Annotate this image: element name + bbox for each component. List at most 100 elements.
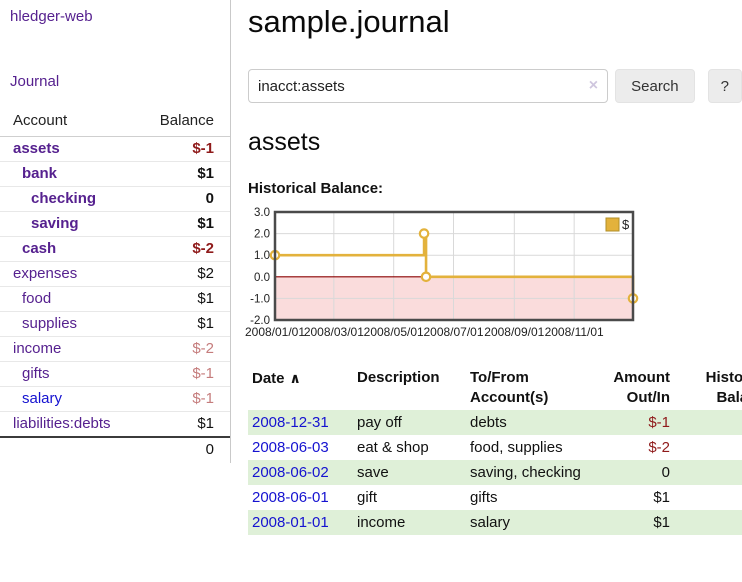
sidebar-account-row: cash $-2 <box>0 237 230 262</box>
transaction-amount: 0 <box>661 464 670 481</box>
transaction-accounts: salary <box>470 514 511 531</box>
sidebar-account-row: gifts $-1 <box>0 362 230 387</box>
register-row: 2008-01-01 income salary $1$1 <box>248 510 742 535</box>
sidebar: hledger-web Journal Account Balance asse… <box>0 0 231 463</box>
svg-text:-2.0: -2.0 <box>250 315 270 327</box>
sidebar-account-link[interactable]: liabilities:debts <box>13 415 111 432</box>
transaction-amount: $1 <box>653 489 670 506</box>
svg-text:0.0: 0.0 <box>254 272 270 284</box>
sidebar-account-balance: $2 <box>197 265 214 282</box>
transaction-balance: $1 <box>674 510 742 535</box>
page-title: sample.journal <box>248 4 450 39</box>
register-header-row: Date ∧ Description To/From Account(s) Amo… <box>248 366 742 410</box>
column-header-balance: Historical Balance <box>705 369 742 406</box>
transaction-description: eat & shop <box>357 439 429 456</box>
chart-title: Historical Balance: <box>248 180 384 197</box>
transaction-balance: 0 <box>674 435 742 460</box>
sidebar-account-link[interactable]: salary <box>22 390 63 407</box>
sidebar-account-link[interactable]: food <box>22 290 52 307</box>
search-bar: × Search ? <box>248 69 742 103</box>
sidebar-account-link[interactable]: assets <box>13 140 60 157</box>
transaction-description: income <box>357 514 406 531</box>
sidebar-account-balance: $1 <box>197 165 214 182</box>
svg-text:3.0: 3.0 <box>254 207 270 219</box>
sidebar-account-row: liabilities:debts $1 <box>0 412 230 438</box>
sidebar-account-link[interactable]: supplies <box>22 315 78 332</box>
accounts-total: 0 <box>205 441 214 458</box>
sidebar-account-row: salary $-1 <box>0 387 230 412</box>
transaction-date-cell: 2008-06-02 <box>248 460 353 485</box>
transaction-accounts: saving, checking <box>470 464 581 481</box>
main-content: sample.journal × Search ? assets Histori… <box>245 0 742 535</box>
search-button[interactable]: Search <box>615 69 695 103</box>
sidebar-account-balance: $1 <box>197 215 214 232</box>
accounts-column-balance: Balance <box>159 112 214 129</box>
chart-legend: $ <box>605 217 630 232</box>
sidebar-account-row: income $-2 <box>0 337 230 362</box>
sidebar-account-row: food $1 <box>0 287 230 312</box>
svg-text:2008/07/01: 2008/07/01 <box>423 325 483 339</box>
accounts-table-header: Account Balance <box>0 108 230 137</box>
clear-search-icon[interactable]: × <box>588 77 599 94</box>
sidebar-account-row: expenses $2 <box>0 262 230 287</box>
sidebar-account-link[interactable]: bank <box>22 165 58 182</box>
sidebar-item-journal[interactable]: Journal <box>10 73 60 90</box>
transaction-description: gift <box>357 489 378 506</box>
sidebar-account-balance: $-2 <box>192 240 214 257</box>
svg-text:2008/11/01: 2008/11/01 <box>545 325 604 339</box>
sidebar-account-balance: $-1 <box>192 390 214 407</box>
svg-text:$: $ <box>622 217 630 232</box>
sidebar-account-link[interactable]: expenses <box>13 265 78 282</box>
transaction-date-cell: 2008-12-31 <box>248 410 353 435</box>
svg-text:-1.0: -1.0 <box>250 293 270 305</box>
sidebar-account-row: supplies $1 <box>0 312 230 337</box>
chart-svg: $3.0 2.0 1.0 0.0 -1.0 -2.02008/01/012008/03/0… <box>245 207 639 339</box>
app-title-link[interactable]: hledger-web <box>10 8 93 25</box>
transaction-date-link[interactable]: 2008-12-31 <box>252 414 329 431</box>
transaction-date-link[interactable]: 2008-06-02 <box>252 464 329 481</box>
sidebar-account-row: assets $-1 <box>0 137 230 162</box>
sidebar-account-link[interactable]: checking <box>31 190 97 207</box>
sidebar-account-balance: $-1 <box>192 365 214 382</box>
column-header-date[interactable]: Date ∧ <box>252 370 301 387</box>
transaction-balance: $2 <box>674 460 742 485</box>
search-box: × <box>248 69 609 103</box>
transaction-date-cell: 2008-06-01 <box>248 485 353 510</box>
search-input[interactable] <box>248 69 609 103</box>
transaction-balance: $2 <box>674 485 742 510</box>
sidebar-account-balance: $1 <box>197 290 214 307</box>
transaction-amount: $-2 <box>648 439 670 456</box>
transaction-accounts: debts <box>470 414 507 431</box>
sidebar-account-balance: 0 <box>205 190 214 207</box>
sidebar-account-link[interactable]: income <box>13 340 62 357</box>
column-header-accounts: To/From Account(s) <box>470 369 549 406</box>
sidebar-account-row: bank $1 <box>0 162 230 187</box>
svg-text:1.0: 1.0 <box>254 250 270 262</box>
register-row: 2008-06-01 gift gifts $1$2 <box>248 485 742 510</box>
sidebar-account-row: checking 0 <box>0 187 230 212</box>
accounts-rows: assets $-1 bank $1 checking 0 saving $1 cash $-2 e… <box>0 137 230 438</box>
sidebar-account-link[interactable]: cash <box>22 240 57 257</box>
help-button[interactable]: ? <box>707 69 742 103</box>
transaction-amount: $-1 <box>648 414 670 431</box>
transaction-balance: $-1 <box>674 410 742 435</box>
sidebar-account-balance: $1 <box>197 415 214 432</box>
transaction-date-link[interactable]: 2008-01-01 <box>252 514 329 531</box>
transaction-date-link[interactable]: 2008-06-03 <box>252 439 329 456</box>
sidebar-account-balance: $-2 <box>192 340 214 357</box>
column-header-amount: Amount Out/In <box>613 369 670 406</box>
sort-ascending-icon: ∧ <box>289 370 301 386</box>
historical-balance-chart: $3.0 2.0 1.0 0.0 -1.0 -2.0 2008/01/01 2008/03/0… <box>245 206 742 340</box>
account-heading: assets <box>248 128 321 156</box>
svg-text:2008/09/01: 2008/09/01 <box>484 325 544 339</box>
sidebar-account-link[interactable]: saving <box>31 215 79 232</box>
transaction-accounts: gifts <box>470 489 498 506</box>
sidebar-account-link[interactable]: gifts <box>22 365 50 382</box>
sidebar-account-balance: $1 <box>197 315 214 332</box>
register-table: Date ∧ Description To/From Account(s) Amo… <box>248 366 742 535</box>
svg-text:2008/05/01: 2008/05/01 <box>364 325 424 339</box>
transaction-date-link[interactable]: 2008-06-01 <box>252 489 329 506</box>
transaction-date-cell: 2008-01-01 <box>248 510 353 535</box>
sidebar-account-balance: $-1 <box>192 140 214 157</box>
register-row: 2008-06-02 save saving, checking 0$2 <box>248 460 742 485</box>
